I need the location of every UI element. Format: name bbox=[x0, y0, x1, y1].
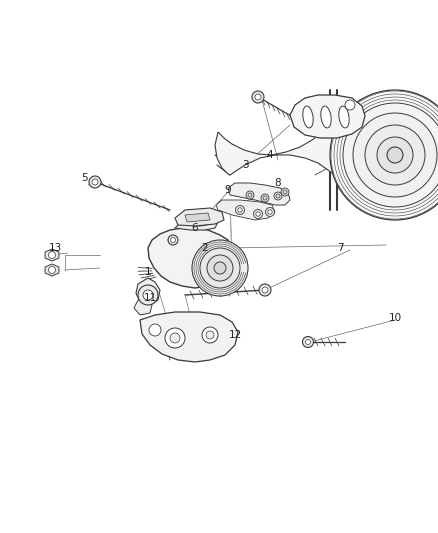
Ellipse shape bbox=[321, 106, 331, 128]
Text: 10: 10 bbox=[389, 313, 402, 323]
Circle shape bbox=[238, 208, 242, 212]
Text: 1: 1 bbox=[145, 267, 151, 277]
Circle shape bbox=[343, 103, 438, 207]
Circle shape bbox=[168, 235, 178, 245]
Polygon shape bbox=[290, 95, 365, 138]
Circle shape bbox=[261, 194, 269, 202]
Circle shape bbox=[165, 328, 185, 348]
Polygon shape bbox=[175, 214, 218, 230]
Circle shape bbox=[365, 125, 425, 185]
Text: 13: 13 bbox=[48, 243, 62, 253]
Circle shape bbox=[170, 238, 176, 243]
Circle shape bbox=[138, 285, 158, 305]
Circle shape bbox=[268, 210, 272, 214]
Ellipse shape bbox=[303, 106, 313, 128]
Text: 8: 8 bbox=[275, 178, 281, 188]
Polygon shape bbox=[134, 298, 152, 315]
Circle shape bbox=[274, 192, 282, 200]
Circle shape bbox=[303, 336, 314, 348]
Circle shape bbox=[259, 284, 271, 296]
Circle shape bbox=[49, 266, 56, 273]
Circle shape bbox=[248, 193, 252, 197]
Circle shape bbox=[149, 324, 161, 336]
Text: 4: 4 bbox=[267, 150, 273, 160]
Circle shape bbox=[144, 287, 154, 297]
Polygon shape bbox=[215, 111, 430, 208]
Text: 11: 11 bbox=[143, 293, 157, 303]
Polygon shape bbox=[136, 278, 160, 305]
Polygon shape bbox=[175, 208, 224, 226]
Text: 7: 7 bbox=[337, 243, 343, 253]
Circle shape bbox=[202, 327, 218, 343]
Circle shape bbox=[330, 90, 438, 220]
Text: 3: 3 bbox=[242, 160, 248, 170]
Polygon shape bbox=[216, 200, 275, 220]
Circle shape bbox=[246, 191, 254, 199]
Circle shape bbox=[206, 331, 214, 339]
Circle shape bbox=[89, 176, 101, 188]
Circle shape bbox=[200, 248, 240, 288]
Circle shape bbox=[265, 207, 275, 216]
Polygon shape bbox=[185, 213, 210, 222]
Circle shape bbox=[207, 255, 233, 281]
Circle shape bbox=[214, 262, 226, 274]
Ellipse shape bbox=[339, 106, 349, 128]
Circle shape bbox=[170, 333, 180, 343]
Circle shape bbox=[92, 179, 98, 185]
Circle shape bbox=[143, 290, 153, 300]
Polygon shape bbox=[45, 249, 59, 261]
Polygon shape bbox=[140, 312, 238, 362]
Circle shape bbox=[252, 91, 264, 103]
Circle shape bbox=[283, 190, 287, 194]
Text: 5: 5 bbox=[82, 173, 88, 183]
Circle shape bbox=[49, 252, 56, 259]
Ellipse shape bbox=[190, 218, 210, 226]
Circle shape bbox=[387, 147, 403, 163]
Text: 6: 6 bbox=[192, 223, 198, 233]
Text: 2: 2 bbox=[201, 243, 208, 253]
Circle shape bbox=[262, 287, 268, 293]
Circle shape bbox=[281, 188, 289, 196]
Circle shape bbox=[345, 100, 355, 110]
Text: 12: 12 bbox=[228, 330, 242, 340]
Circle shape bbox=[254, 209, 262, 219]
Circle shape bbox=[256, 212, 260, 216]
Circle shape bbox=[353, 113, 437, 197]
Circle shape bbox=[236, 206, 244, 214]
Polygon shape bbox=[45, 264, 59, 276]
Circle shape bbox=[192, 240, 248, 296]
Text: 9: 9 bbox=[225, 185, 231, 195]
Polygon shape bbox=[228, 183, 290, 205]
Circle shape bbox=[263, 196, 267, 200]
Polygon shape bbox=[148, 228, 234, 288]
Circle shape bbox=[377, 137, 413, 173]
Circle shape bbox=[255, 94, 261, 100]
Circle shape bbox=[276, 194, 280, 198]
Circle shape bbox=[305, 340, 311, 344]
